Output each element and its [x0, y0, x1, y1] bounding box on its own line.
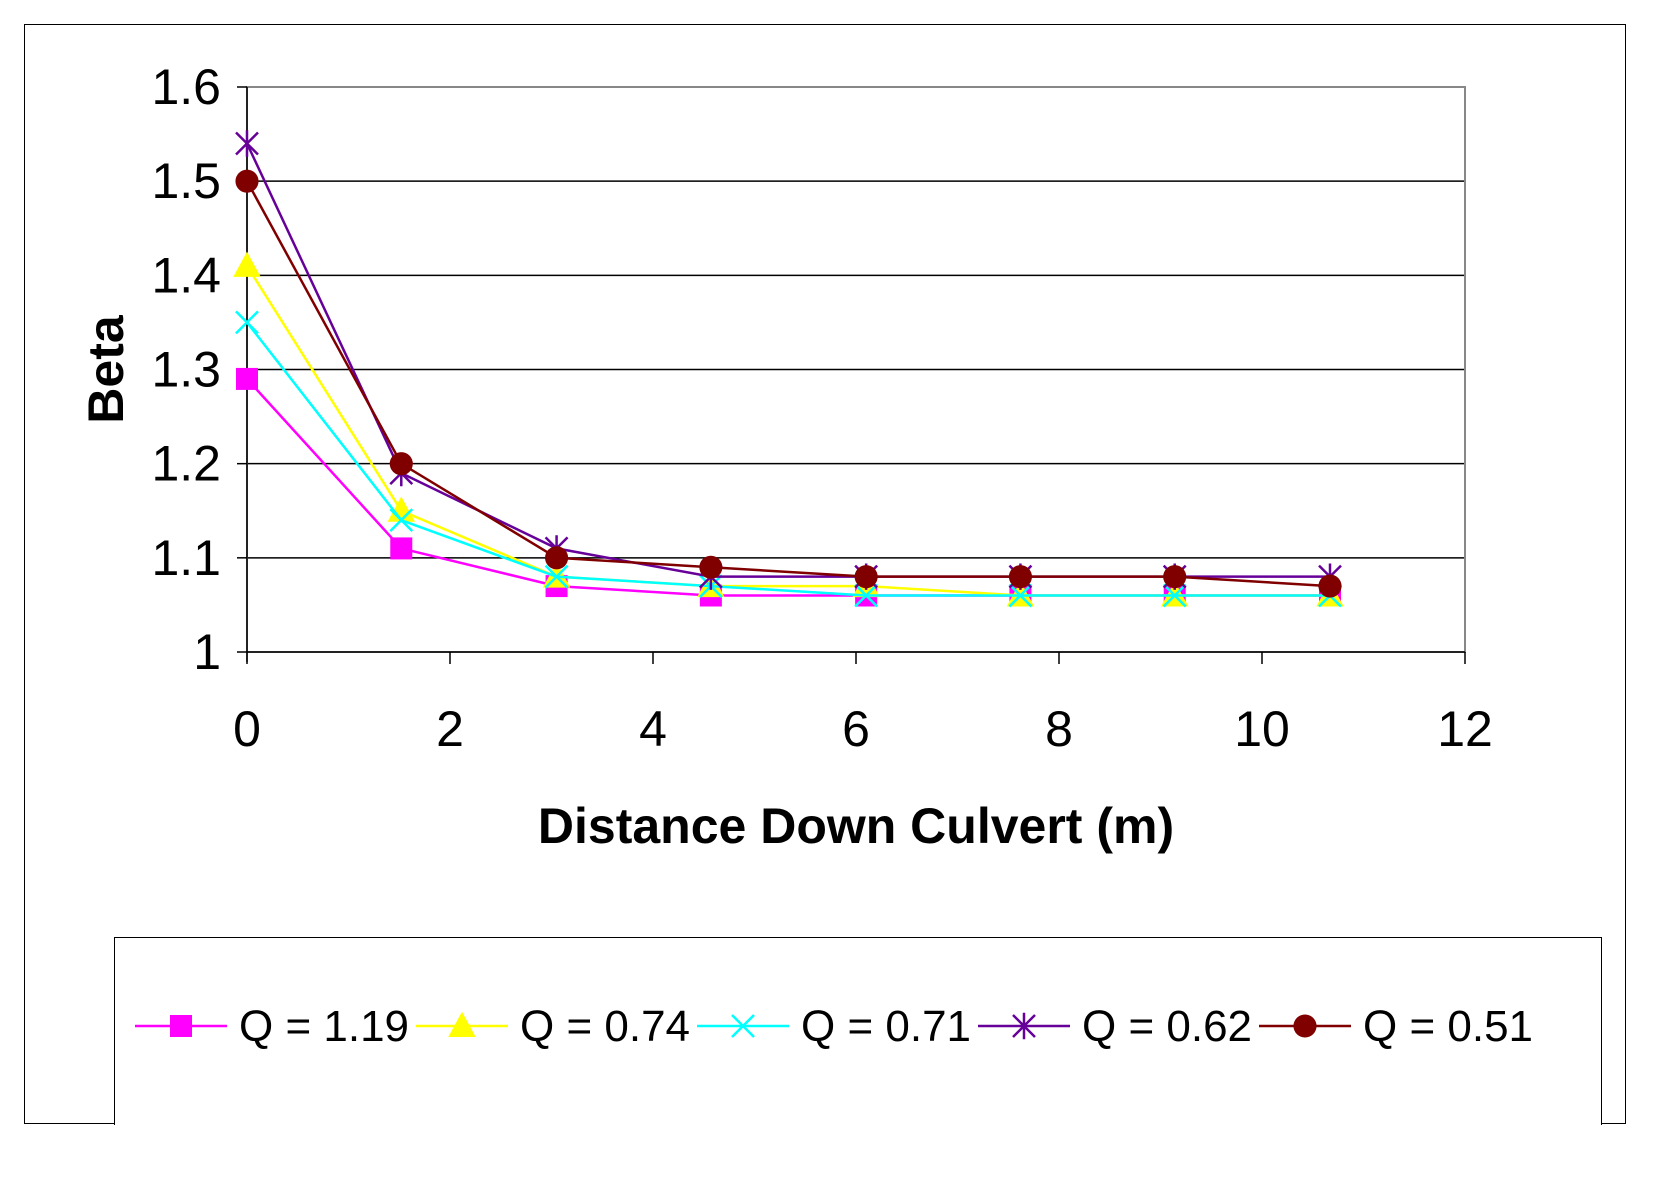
data-point [389, 508, 414, 533]
data-point [387, 496, 416, 522]
x-tick-label: 2 [436, 701, 464, 757]
y-tick-label: 1.2 [151, 436, 221, 492]
legend-entry: Q = 0.51 [1259, 1002, 1533, 1051]
series-layer [233, 130, 1344, 608]
legend-marker [1293, 1014, 1317, 1038]
y-tick-label: 1.3 [151, 342, 221, 398]
data-point [544, 564, 569, 589]
axes: 1 1.1 1.2 1.3 1.4 1.5 1.6 0 2 4 6 8 10 12 [151, 59, 1492, 757]
x-tick-label: 0 [233, 701, 261, 757]
x-tick-label: 12 [1437, 701, 1493, 757]
data-point [235, 130, 259, 157]
data-point [233, 251, 261, 277]
legend-label: Q = 0.51 [1363, 1002, 1533, 1051]
data-point [390, 537, 413, 560]
series-line [246, 321, 1331, 597]
x-tick-label: 6 [842, 701, 870, 757]
data-point [236, 367, 258, 390]
data-point [1163, 565, 1187, 589]
legend: Q = 1.19 Q = 0.74 Q = 0.71 Q = 0.62 Q = 0.51 [114, 937, 1602, 1125]
legend-label: Q = 1.19 [239, 1002, 409, 1051]
data-point [1008, 565, 1032, 589]
y-tick-label: 1.6 [151, 59, 221, 115]
data-point [235, 310, 259, 335]
legend-entry: Q = 0.71 [697, 1002, 971, 1051]
legend-marker [731, 1014, 755, 1038]
x-tick-label: 10 [1234, 701, 1290, 757]
y-tick-label: 1.5 [151, 153, 221, 209]
legend-label: Q = 0.74 [520, 1002, 690, 1051]
x-tick-label: 4 [639, 701, 667, 757]
data-point [1162, 583, 1187, 608]
legend-entries: Q = 1.19 Q = 0.74 Q = 0.71 Q = 0.62 Q = 0.51 [135, 1002, 1533, 1051]
legend-entry: Q = 1.19 [135, 1002, 409, 1051]
x-axis-title: Distance Down Culvert (m) [538, 798, 1174, 854]
legend-marker [448, 1011, 476, 1037]
data-point [699, 555, 723, 579]
data-point [1318, 574, 1342, 598]
y-tick-label: 1.1 [151, 530, 221, 586]
data-point [1008, 583, 1033, 608]
y-tick-label: 1.4 [151, 247, 221, 303]
line-chart: 1 1.1 1.2 1.3 1.4 1.5 1.6 0 2 4 6 8 10 12 Beta Distan… [78, 59, 1493, 854]
legend-entry: Q = 0.74 [416, 1002, 690, 1051]
data-point [545, 546, 569, 570]
series-5 [235, 169, 1342, 598]
series-line [246, 378, 1331, 597]
legend-label: Q = 0.71 [801, 1002, 971, 1051]
series-line [245, 180, 1331, 588]
legend-label: Q = 0.62 [1082, 1002, 1252, 1051]
x-tick-label: 8 [1045, 701, 1073, 757]
data-point [235, 169, 259, 193]
data-point [389, 452, 413, 476]
legend-marker [1012, 1012, 1036, 1040]
data-point [854, 583, 879, 608]
y-tick-label: 1 [193, 624, 221, 680]
legend-marker [170, 1015, 192, 1037]
legend-entry: Q = 0.62 [978, 1002, 1252, 1051]
y-axis-title: Beta [78, 314, 134, 424]
data-point [854, 565, 878, 589]
